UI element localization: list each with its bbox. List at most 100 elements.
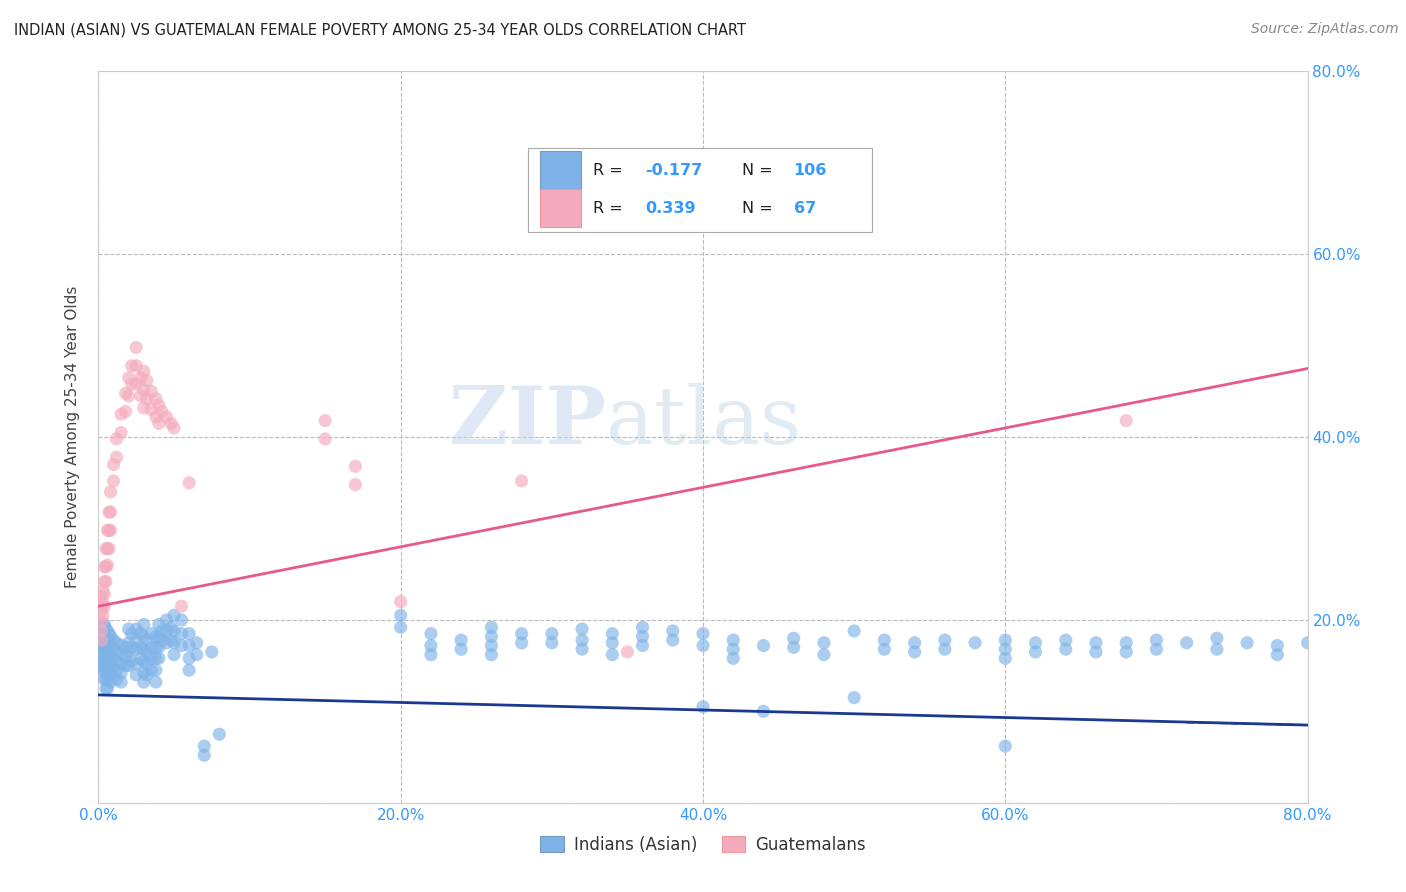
Point bbox=[96, 681, 118, 696]
Text: R =: R = bbox=[593, 162, 628, 178]
Point bbox=[1296, 636, 1319, 650]
Point bbox=[692, 626, 714, 640]
Point bbox=[844, 624, 866, 638]
Point bbox=[1206, 632, 1229, 646]
Point bbox=[1267, 639, 1289, 653]
Point bbox=[135, 657, 157, 671]
Point bbox=[148, 398, 170, 412]
Point bbox=[571, 642, 593, 657]
Point bbox=[179, 663, 201, 677]
Point bbox=[170, 599, 193, 614]
Point bbox=[110, 665, 132, 680]
Point bbox=[94, 642, 117, 657]
Point bbox=[1206, 642, 1229, 657]
Point bbox=[155, 636, 177, 650]
Point bbox=[98, 673, 121, 687]
Point bbox=[121, 359, 143, 373]
Point bbox=[873, 633, 896, 648]
Point bbox=[118, 658, 141, 673]
Point bbox=[179, 639, 201, 653]
Point bbox=[96, 651, 118, 665]
Point bbox=[510, 474, 533, 488]
Point bbox=[90, 624, 112, 638]
Point bbox=[90, 626, 112, 640]
Point bbox=[90, 615, 112, 629]
Point bbox=[121, 640, 143, 655]
Point bbox=[132, 654, 155, 668]
Point bbox=[145, 651, 167, 665]
Point bbox=[110, 675, 132, 690]
Point bbox=[148, 651, 170, 665]
Point bbox=[125, 667, 148, 681]
Point bbox=[125, 633, 148, 648]
Point bbox=[125, 359, 148, 373]
Point bbox=[93, 617, 115, 632]
Point bbox=[103, 633, 125, 648]
Point bbox=[145, 640, 167, 655]
Point bbox=[141, 663, 163, 677]
Point bbox=[1024, 645, 1046, 659]
Text: R =: R = bbox=[593, 201, 628, 216]
Point bbox=[661, 633, 683, 648]
Point bbox=[481, 639, 503, 653]
Point bbox=[145, 409, 167, 424]
Text: 0.339: 0.339 bbox=[645, 201, 696, 216]
Point bbox=[125, 622, 148, 636]
Point bbox=[94, 660, 117, 674]
Point bbox=[145, 675, 167, 690]
Point bbox=[100, 639, 122, 653]
Point bbox=[450, 642, 472, 657]
Point bbox=[994, 633, 1017, 648]
Point bbox=[100, 629, 122, 643]
Point bbox=[132, 617, 155, 632]
Point bbox=[105, 636, 128, 650]
Point bbox=[96, 524, 118, 538]
Point bbox=[125, 341, 148, 355]
Point bbox=[114, 649, 136, 664]
Point bbox=[510, 636, 533, 650]
Point bbox=[148, 640, 170, 655]
Text: ZIP: ZIP bbox=[450, 384, 606, 461]
Point bbox=[616, 645, 638, 659]
Point bbox=[389, 594, 412, 608]
Point bbox=[934, 633, 956, 648]
Point bbox=[96, 624, 118, 638]
Point bbox=[994, 642, 1017, 657]
Point bbox=[994, 739, 1017, 753]
Point bbox=[98, 636, 121, 650]
Point bbox=[105, 654, 128, 668]
Point bbox=[132, 629, 155, 643]
Point bbox=[450, 633, 472, 648]
Point bbox=[103, 651, 125, 665]
Point bbox=[90, 639, 112, 653]
Point bbox=[145, 663, 167, 677]
Point bbox=[100, 505, 122, 519]
Point bbox=[994, 651, 1017, 665]
Point bbox=[94, 622, 117, 636]
Point bbox=[121, 377, 143, 392]
Point bbox=[94, 633, 117, 648]
Point bbox=[904, 636, 927, 650]
Point bbox=[118, 389, 141, 403]
Point bbox=[723, 633, 745, 648]
Point bbox=[389, 620, 412, 634]
Point bbox=[94, 681, 117, 696]
Point bbox=[129, 626, 152, 640]
Point bbox=[904, 645, 927, 659]
Text: 67: 67 bbox=[793, 201, 815, 216]
Point bbox=[98, 505, 121, 519]
Point bbox=[1115, 645, 1137, 659]
Point bbox=[155, 613, 177, 627]
Point bbox=[93, 642, 115, 657]
Point bbox=[179, 651, 201, 665]
Point bbox=[420, 648, 443, 662]
Point bbox=[100, 657, 122, 671]
Point bbox=[91, 608, 114, 623]
Point bbox=[540, 626, 562, 640]
Point bbox=[783, 640, 806, 655]
Point bbox=[132, 665, 155, 680]
Point bbox=[105, 663, 128, 677]
Point bbox=[1085, 645, 1108, 659]
Point bbox=[93, 599, 115, 614]
Point bbox=[98, 645, 121, 659]
